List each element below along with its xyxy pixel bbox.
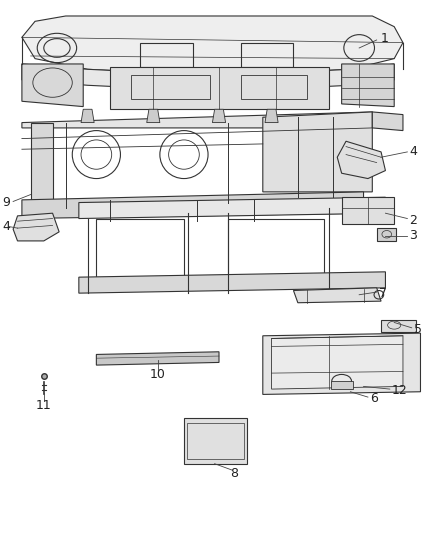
- Text: 3: 3: [410, 229, 417, 242]
- Polygon shape: [263, 112, 372, 192]
- Polygon shape: [96, 352, 219, 365]
- Polygon shape: [31, 123, 53, 203]
- FancyBboxPatch shape: [184, 418, 247, 464]
- Polygon shape: [372, 112, 403, 131]
- Text: 10: 10: [150, 368, 166, 381]
- Polygon shape: [263, 333, 420, 394]
- Polygon shape: [337, 141, 385, 179]
- Polygon shape: [342, 197, 394, 224]
- Text: 5: 5: [414, 323, 422, 336]
- FancyBboxPatch shape: [331, 381, 353, 389]
- Polygon shape: [22, 64, 394, 91]
- Text: 2: 2: [410, 214, 417, 227]
- Polygon shape: [293, 288, 381, 303]
- Text: 6: 6: [370, 392, 378, 405]
- Polygon shape: [22, 16, 403, 75]
- Polygon shape: [22, 64, 83, 107]
- Text: 4: 4: [410, 146, 417, 158]
- Polygon shape: [13, 213, 59, 241]
- FancyBboxPatch shape: [377, 228, 396, 241]
- Text: 1: 1: [381, 32, 389, 45]
- Polygon shape: [342, 64, 394, 107]
- Text: 7: 7: [379, 287, 387, 300]
- Polygon shape: [381, 320, 416, 332]
- Polygon shape: [79, 272, 385, 293]
- Polygon shape: [22, 112, 372, 128]
- Polygon shape: [81, 109, 94, 123]
- Polygon shape: [79, 197, 385, 219]
- Polygon shape: [110, 67, 328, 109]
- Polygon shape: [265, 109, 278, 123]
- Text: 11: 11: [36, 399, 52, 411]
- Text: 9: 9: [2, 196, 10, 209]
- Text: 8: 8: [230, 467, 238, 480]
- Polygon shape: [212, 109, 226, 123]
- Polygon shape: [147, 109, 160, 123]
- Polygon shape: [22, 192, 364, 219]
- Text: 4: 4: [2, 220, 10, 233]
- Polygon shape: [272, 336, 403, 389]
- Text: 12: 12: [392, 384, 408, 397]
